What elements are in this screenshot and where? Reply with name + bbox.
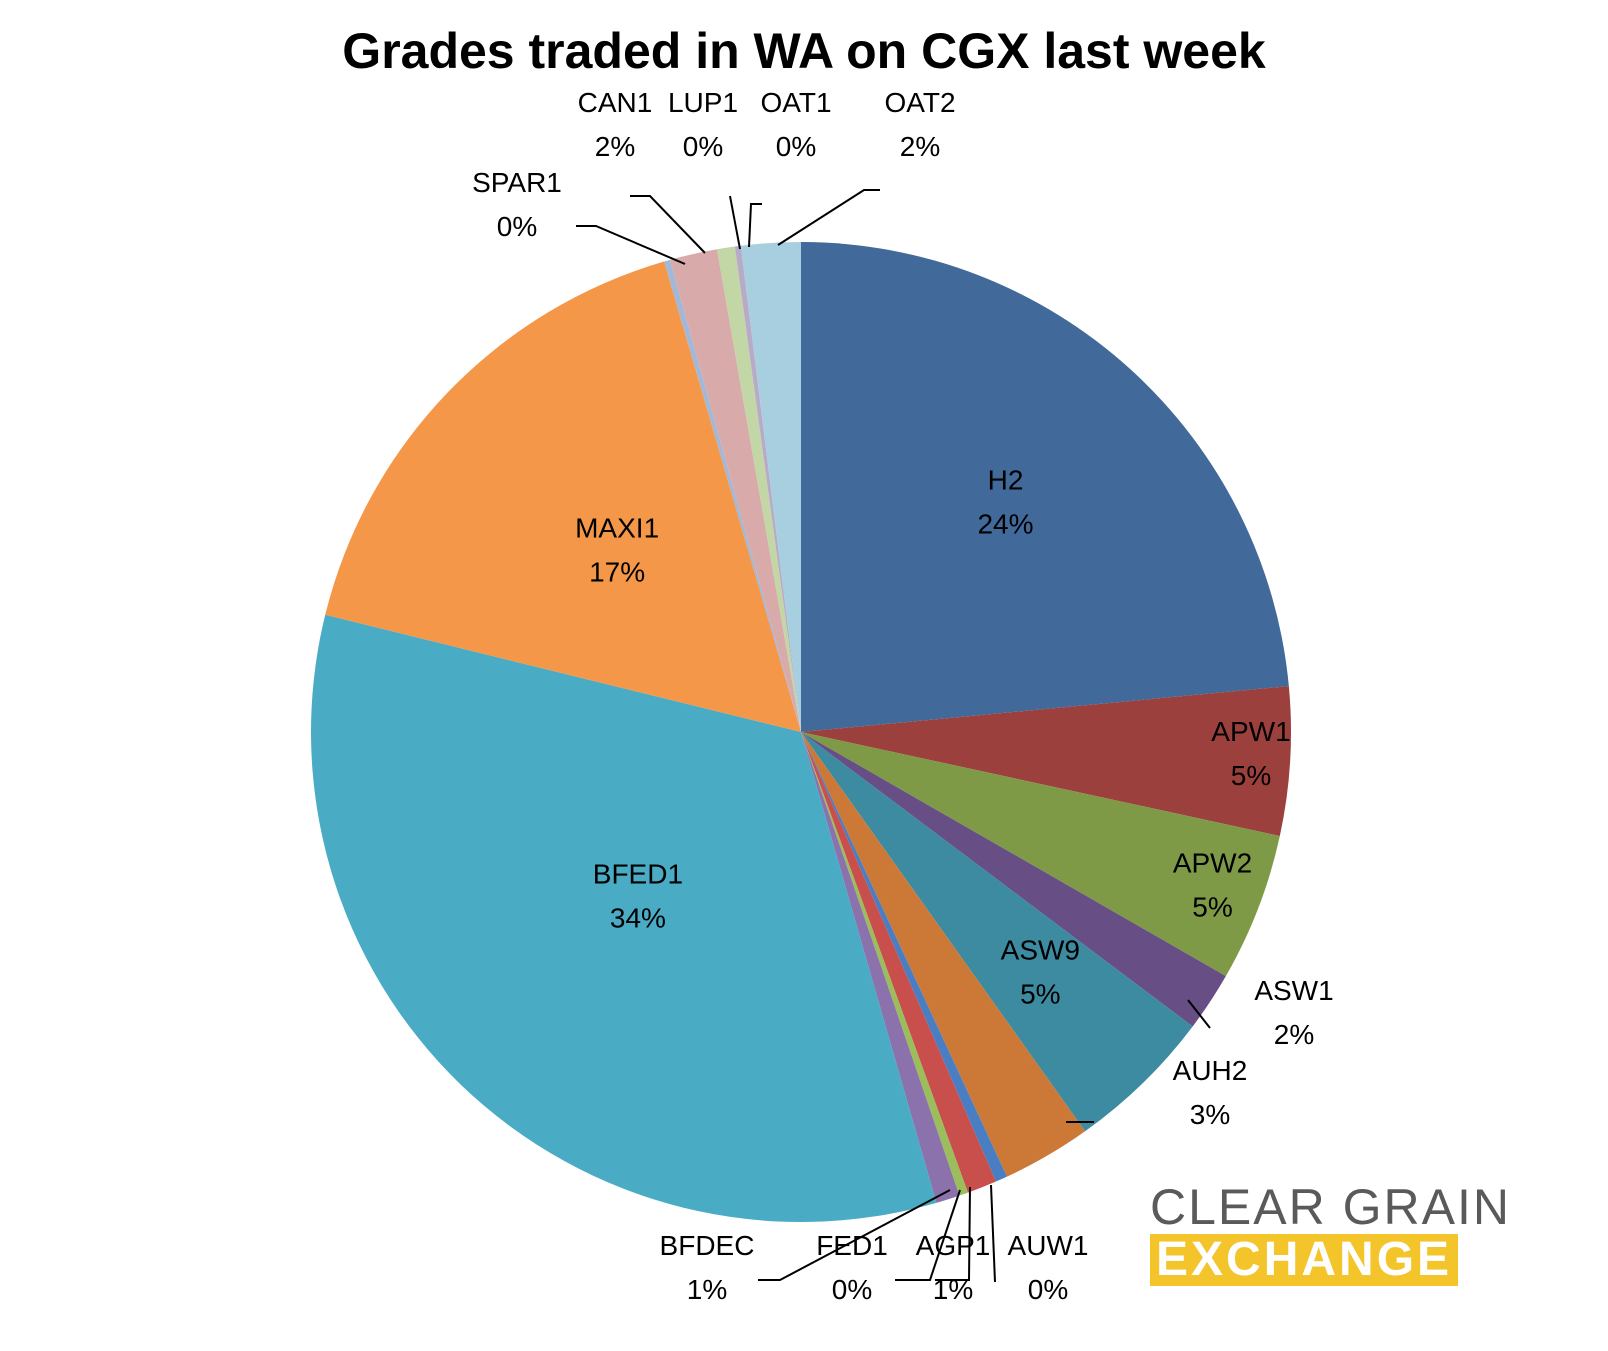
slice-percent-oat2: 2% <box>900 131 940 162</box>
logo-line2: EXCHANGE <box>1150 1234 1459 1286</box>
logo-line1: CLEAR GRAIN <box>1150 1179 1511 1235</box>
pie-slice-bfed1 <box>311 614 937 1222</box>
slice-percent-auh2: 3% <box>1190 1099 1230 1130</box>
slice-name-h2: H2 <box>988 464 1024 495</box>
pie-slice-oat1 <box>734 245 801 733</box>
pie-slices <box>311 242 1291 1222</box>
slice-name-asw9: ASW9 <box>1001 935 1080 966</box>
leader-line-can1 <box>630 195 706 254</box>
chart-title: Grades traded in WA on CGX last week <box>342 23 1266 79</box>
pie-labels: H2 24% APW1 5% APW2 5% ASW1 2% ASW9 5% AUH2 3% AUW1 0… <box>472 87 1334 1305</box>
pie-slice-auw1 <box>801 732 1007 1182</box>
slice-percent-spar1: 0% <box>497 211 537 242</box>
leader-line-fed1 <box>895 1189 961 1281</box>
slice-name-lup1: LUP1 <box>668 87 738 118</box>
slice-percent-oat1: 0% <box>776 131 816 162</box>
slice-percent-h2: 24% <box>977 508 1033 539</box>
leader-line-bfdec <box>758 1189 951 1281</box>
slice-percent-apw2: 5% <box>1192 892 1232 923</box>
slice-percent-lup1: 0% <box>683 131 723 162</box>
leader-line-spar1 <box>576 225 686 265</box>
pie-slice-apw1 <box>801 686 1291 836</box>
slice-percent-bfdec: 1% <box>687 1274 727 1305</box>
slice-percent-fed1: 0% <box>832 1274 872 1305</box>
slice-name-oat1: OAT1 <box>760 87 831 118</box>
leader-line-oat1 <box>748 203 762 248</box>
slice-percent-asw9: 5% <box>1020 979 1060 1010</box>
slice-percent-maxi1: 17% <box>589 557 645 588</box>
slice-name-apw2: APW2 <box>1173 848 1252 879</box>
slice-name-maxi1: MAXI1 <box>575 513 659 544</box>
slice-percent-bfed1: 34% <box>610 902 666 933</box>
pie-slice-maxi1 <box>325 261 801 732</box>
slice-percent-apw1: 5% <box>1231 760 1271 791</box>
slice-name-oat2: OAT2 <box>884 87 955 118</box>
slice-name-spar1: SPAR1 <box>472 167 562 198</box>
slice-name-bfed1: BFED1 <box>593 858 683 889</box>
clear-grain-exchange-logo: CLEAR GRAIN EXCHANGE <box>1150 1180 1540 1286</box>
pie-slice-auh2 <box>801 732 1086 1177</box>
pie-slice-asw1 <box>801 732 1226 1027</box>
leader-line-auw1 <box>990 1184 996 1283</box>
pie-slice-bfdec <box>801 732 960 1203</box>
slice-percent-asw1: 2% <box>1274 1019 1314 1050</box>
pie-slice-apw2 <box>801 732 1280 977</box>
slice-percent-can1: 2% <box>595 131 635 162</box>
slice-name-bfdec: BFDEC <box>660 1230 755 1261</box>
pie-slice-agp1 <box>801 732 996 1193</box>
slice-percent-auw1: 0% <box>1028 1274 1068 1305</box>
pie-slice-h2 <box>801 242 1289 732</box>
slice-percent-agp1: 1% <box>933 1274 973 1305</box>
pie-slice-asw9 <box>801 732 1193 1132</box>
pie-slice-can1 <box>669 249 801 733</box>
pie-slice-fed1 <box>801 732 968 1196</box>
slice-name-can1: CAN1 <box>578 87 653 118</box>
leader-line-lup1 <box>729 195 741 250</box>
slice-name-fed1: FED1 <box>816 1230 888 1261</box>
leader-line-asw1 <box>1187 999 1211 1029</box>
leader-line-oat2 <box>777 189 880 246</box>
pie-slice-oat2 <box>740 242 801 732</box>
slice-name-agp1: AGP1 <box>916 1230 991 1261</box>
slice-name-auh2: AUH2 <box>1173 1055 1248 1086</box>
slice-name-asw1: ASW1 <box>1254 975 1333 1006</box>
leader-line-agp1 <box>935 1186 971 1281</box>
pie-slice-lup1 <box>716 246 801 733</box>
slice-name-auw1: AUW1 <box>1008 1230 1089 1261</box>
pie-slice-spar1 <box>664 259 801 732</box>
slice-name-apw1: APW1 <box>1211 716 1290 747</box>
